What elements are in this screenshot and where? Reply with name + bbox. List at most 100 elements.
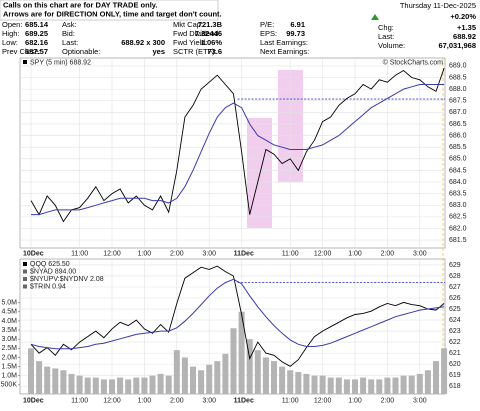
x-tick-label: 12:00 bbox=[103, 250, 121, 257]
volume-bar bbox=[360, 377, 367, 394]
info-label: Optionable: bbox=[62, 47, 100, 56]
x-tick-label: 1:00 bbox=[348, 250, 362, 257]
y-tick-label: 683.5 bbox=[449, 190, 467, 197]
volume-bar bbox=[76, 375, 83, 394]
volume-bar bbox=[157, 373, 164, 394]
price-line bbox=[30, 68, 445, 223]
volume-bar bbox=[214, 361, 221, 394]
x-tick-label: 11:00 bbox=[282, 397, 299, 404]
info-label: Mkt Cap: bbox=[173, 20, 203, 29]
info-value: 688.92 bbox=[453, 32, 476, 41]
y-tick-label: 4.0M bbox=[1, 318, 17, 325]
info-label: Low: bbox=[2, 38, 18, 47]
x-tick-label: 2:00 bbox=[170, 397, 184, 404]
volume-bar bbox=[392, 377, 399, 394]
change-pct: +0.20% bbox=[450, 12, 476, 21]
volume-bar bbox=[125, 379, 132, 394]
info-label: Open: bbox=[2, 20, 22, 29]
info-label: Fwd Dividend: bbox=[173, 29, 221, 38]
volume-bar bbox=[117, 377, 124, 394]
y-tick-label: 684.5 bbox=[449, 167, 467, 174]
y-tick-label: 688.0 bbox=[449, 86, 467, 93]
y-tick-label: 5.0M bbox=[1, 300, 17, 307]
volume-bar bbox=[100, 379, 107, 394]
legend-swatch bbox=[23, 277, 27, 281]
x-tick-label: 1:00 bbox=[138, 250, 152, 257]
volume-bar bbox=[254, 350, 261, 394]
info-label: High: bbox=[2, 29, 20, 38]
volume-bar bbox=[206, 364, 213, 394]
volume-bar bbox=[246, 339, 253, 394]
x-tick-label: 10Dec bbox=[23, 397, 44, 404]
x-tick-label: 11:00 bbox=[282, 250, 299, 257]
y2-tick-label: 628 bbox=[449, 273, 461, 280]
x-tick-label: 11:00 bbox=[71, 397, 88, 404]
info-label: EPS: bbox=[260, 29, 277, 38]
moving-average bbox=[31, 84, 445, 216]
x-tick-label: 12:00 bbox=[314, 397, 332, 404]
y-tick-label: 686.0 bbox=[449, 132, 467, 139]
info-label: Fwd Yield: bbox=[173, 38, 208, 47]
x-tick-label: 11Dec bbox=[234, 397, 254, 404]
info-label: Ask: bbox=[62, 20, 77, 29]
volume-bar bbox=[295, 372, 302, 394]
y-tick-label: 689.0 bbox=[449, 63, 467, 70]
y-tick-label: 688.5 bbox=[449, 74, 467, 81]
y-tick-label: 682.0 bbox=[449, 225, 467, 232]
y2-tick-label: 626 bbox=[449, 295, 461, 302]
info-value: yes bbox=[152, 47, 165, 56]
x-tick-label: 3:00 bbox=[202, 397, 216, 404]
info-label: Prev Close: bbox=[2, 47, 41, 56]
legend-entry: $NYUPV:$NYDNV 2.08 bbox=[30, 276, 104, 283]
y2-tick-label: 621 bbox=[449, 350, 461, 357]
volume-bar bbox=[262, 357, 269, 394]
volume-bar bbox=[28, 348, 34, 394]
info-label: Last Earnings: bbox=[260, 38, 308, 47]
up-triangle bbox=[371, 14, 379, 20]
y-tick-label: 685.0 bbox=[449, 156, 467, 163]
info-label: Last: bbox=[378, 32, 394, 41]
volume-bar bbox=[343, 379, 350, 394]
info-value: 689.25 bbox=[25, 29, 48, 38]
price-panel bbox=[19, 57, 446, 249]
price-line bbox=[30, 265, 445, 367]
info-value: 73.6 bbox=[207, 47, 222, 56]
volume-bar bbox=[52, 368, 59, 394]
legend-swatch bbox=[23, 60, 27, 64]
volume-bar bbox=[424, 370, 431, 394]
volume-bar bbox=[181, 357, 188, 394]
volume-bar bbox=[222, 353, 229, 394]
volume-bar bbox=[84, 377, 91, 394]
info-value: 6.91 bbox=[290, 20, 305, 29]
info-label: Next Earnings: bbox=[260, 47, 309, 56]
x-tick-label: 2:00 bbox=[381, 250, 395, 257]
y-tick-label: 684.0 bbox=[449, 179, 467, 186]
info-label: SCTR (ETF): bbox=[173, 47, 217, 56]
volume-bar bbox=[92, 377, 99, 394]
volume-bar bbox=[416, 373, 423, 394]
legend-entry: $TRIN 0.94 bbox=[30, 283, 66, 290]
volume-bar bbox=[384, 377, 391, 394]
info-value: 99.73 bbox=[286, 29, 305, 38]
y-tick-label: 3.0M bbox=[1, 336, 17, 343]
volume-bar bbox=[311, 375, 318, 394]
y2-tick-label: 629 bbox=[449, 262, 461, 269]
volume-bar bbox=[352, 379, 358, 394]
x-tick-label: 12:00 bbox=[103, 397, 121, 404]
legend-entry: QQQ 625.50 bbox=[30, 261, 70, 268]
legend-swatch bbox=[23, 262, 27, 266]
x-tick-label: 2:00 bbox=[170, 250, 184, 257]
info-value: 682.16 bbox=[25, 38, 48, 47]
info-value: 685.14 bbox=[25, 20, 49, 29]
volume-bar bbox=[36, 361, 43, 394]
info-label: Chg: bbox=[378, 23, 394, 32]
credit: © StockCharts.com bbox=[383, 58, 444, 66]
info-value: +1.35 bbox=[457, 23, 476, 32]
info-value: 687.57 bbox=[25, 47, 48, 56]
y-tick-label: 687.5 bbox=[449, 98, 467, 105]
x-tick-label: 3:00 bbox=[413, 397, 427, 404]
volume-bar bbox=[271, 361, 277, 394]
y2-tick-label: 623 bbox=[449, 328, 461, 335]
y2-tick-label: 620 bbox=[449, 361, 461, 368]
info-label: Bid: bbox=[62, 29, 75, 38]
